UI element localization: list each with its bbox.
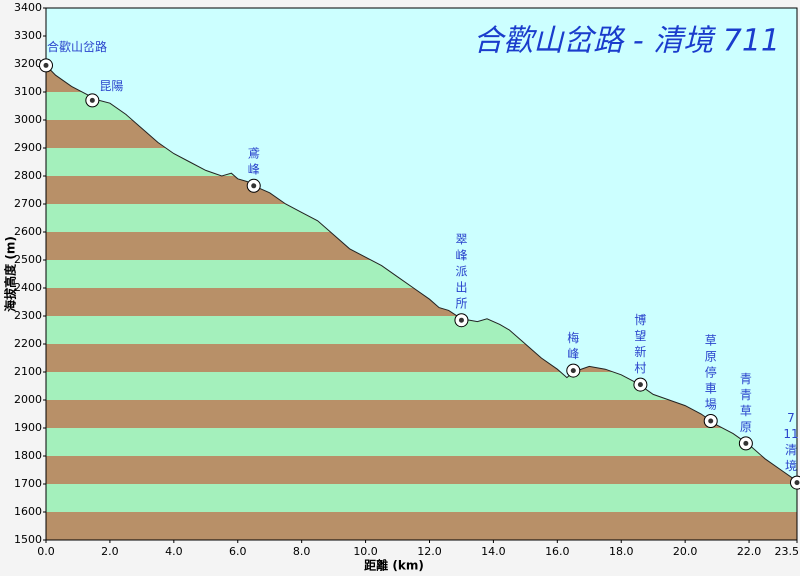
waypoint-icon bbox=[458, 317, 464, 323]
x-tick-label: 22.0 bbox=[737, 545, 762, 558]
waypoint-icon bbox=[708, 418, 714, 424]
y-axis-label: 海拔高度 (m) bbox=[3, 236, 18, 312]
waypoint-label: 車 bbox=[705, 382, 717, 396]
waypoint-icon bbox=[43, 62, 49, 68]
y-tick-label: 2200 bbox=[14, 337, 42, 350]
x-tick-label: 23.5 bbox=[775, 545, 800, 558]
band bbox=[46, 456, 797, 484]
x-tick-label: 18.0 bbox=[609, 545, 634, 558]
band bbox=[46, 400, 797, 428]
waypoint-label: 出 bbox=[455, 281, 467, 295]
waypoint-label: 鳶 bbox=[248, 146, 260, 160]
waypoint-icon bbox=[570, 368, 576, 374]
y-tick-label: 3300 bbox=[14, 29, 42, 42]
y-tick-label: 2900 bbox=[14, 141, 42, 154]
band bbox=[46, 428, 797, 456]
y-tick-label: 2000 bbox=[14, 393, 42, 406]
y-tick-label: 1600 bbox=[14, 505, 42, 518]
x-tick-label: 12.0 bbox=[417, 545, 442, 558]
chart-title: 合歡山岔路 - 清境 711 bbox=[473, 24, 780, 59]
waypoint-label: 梅 bbox=[567, 330, 579, 345]
waypoint-icon bbox=[637, 382, 643, 388]
y-tick-label: 3200 bbox=[14, 57, 42, 70]
y-tick-label: 2300 bbox=[14, 309, 42, 322]
y-tick-label: 1700 bbox=[14, 477, 42, 490]
waypoint-label: 峰 bbox=[455, 249, 467, 263]
y-tick-label: 2500 bbox=[14, 253, 42, 266]
waypoint-label: 青 bbox=[740, 388, 752, 402]
x-tick-label: 6.0 bbox=[229, 545, 247, 558]
waypoint-icon bbox=[794, 480, 800, 486]
waypoint-label: 草 bbox=[740, 404, 752, 418]
waypoint-label: 停 bbox=[705, 365, 717, 380]
x-tick-label: 4.0 bbox=[165, 545, 183, 558]
waypoint-label: 博 bbox=[634, 312, 646, 327]
waypoint-label: 11 bbox=[783, 427, 798, 441]
x-tick-label: 8.0 bbox=[293, 545, 311, 558]
y-tick-label: 2800 bbox=[14, 169, 42, 182]
profile-line bbox=[45, 65, 798, 482]
waypoint-icon bbox=[89, 97, 95, 103]
x-tick-label: 20.0 bbox=[673, 545, 698, 558]
waypoint-label: 原 bbox=[740, 420, 752, 434]
x-tick-label: 14.0 bbox=[481, 545, 506, 558]
waypoint-icon bbox=[743, 440, 749, 446]
waypoint-label: 派 bbox=[455, 265, 467, 279]
x-tick-label: 10.0 bbox=[353, 545, 378, 558]
band bbox=[46, 512, 797, 540]
waypoint-label: 7 bbox=[787, 411, 795, 425]
y-tick-label: 2700 bbox=[14, 197, 42, 210]
waypoint-label: 昆陽 bbox=[99, 79, 123, 93]
plot-frame bbox=[45, 7, 798, 541]
waypoint-label: 望 bbox=[634, 329, 646, 343]
x-tick-label: 16.0 bbox=[545, 545, 570, 558]
y-tick-label: 1500 bbox=[14, 533, 42, 546]
band bbox=[46, 484, 797, 512]
y-tick-label: 2100 bbox=[14, 365, 42, 378]
y-tick-label: 3400 bbox=[14, 1, 42, 14]
x-tick-label: 0.0 bbox=[37, 545, 55, 558]
waypoint-icon bbox=[251, 183, 257, 189]
waypoint-label: 新 bbox=[634, 344, 646, 359]
waypoint-label: 峰 bbox=[567, 347, 579, 361]
waypoint-label: 峰 bbox=[248, 162, 260, 176]
waypoint-label: 合歡山岔路 bbox=[47, 39, 107, 54]
waypoint-label: 清 bbox=[785, 443, 797, 457]
y-tick-label: 1800 bbox=[14, 449, 42, 462]
y-tick-label: 3100 bbox=[14, 85, 42, 98]
waypoint-label: 草 bbox=[705, 334, 717, 348]
waypoint-label: 村 bbox=[634, 361, 646, 375]
waypoint-label: 場 bbox=[705, 398, 717, 412]
y-tick-label: 2400 bbox=[14, 281, 42, 294]
waypoint-label: 青 bbox=[740, 372, 752, 386]
waypoint-label: 原 bbox=[705, 350, 717, 364]
waypoint-label: 所 bbox=[455, 297, 467, 311]
waypoint-label: 境 bbox=[785, 458, 797, 473]
y-tick-label: 3000 bbox=[14, 113, 42, 126]
y-tick-label: 2600 bbox=[14, 225, 42, 238]
waypoint-label: 翠 bbox=[455, 233, 467, 247]
y-tick-label: 1900 bbox=[14, 421, 42, 434]
x-axis-label: 距離 (km) bbox=[364, 558, 424, 573]
x-tick-label: 2.0 bbox=[101, 545, 119, 558]
